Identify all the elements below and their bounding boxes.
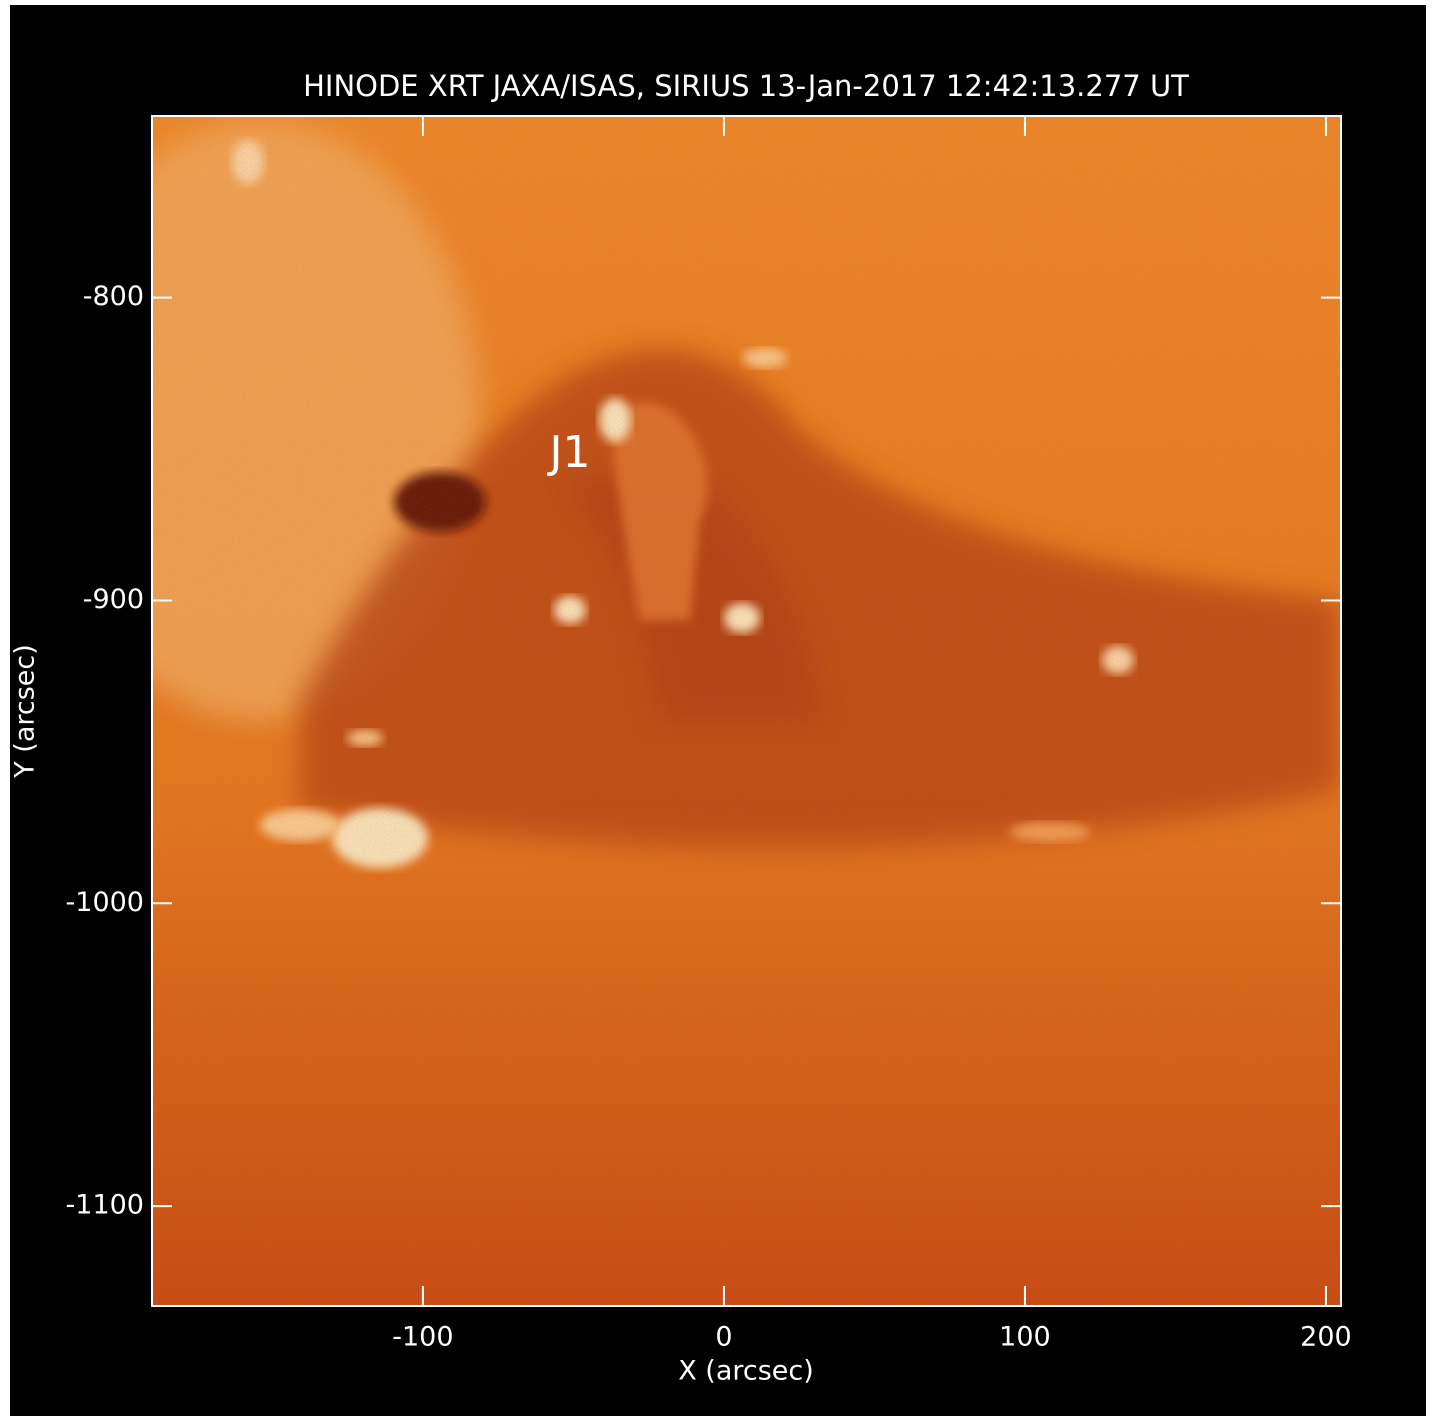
y-axis-label: Y (arcsec) bbox=[10, 644, 41, 779]
y-tick-label: -1000 bbox=[66, 887, 144, 918]
x-axis-label: X (arcsec) bbox=[678, 1356, 814, 1387]
x-tick-label: 200 bbox=[1300, 1322, 1352, 1353]
annotation: J1 bbox=[547, 427, 591, 478]
chart-title: HINODE XRT JAXA/ISAS, SIRIUS 13-Jan-2017… bbox=[303, 69, 1189, 103]
y-tick-label: -800 bbox=[83, 281, 144, 312]
x-tick-label: -100 bbox=[392, 1322, 453, 1353]
x-tick-label: 100 bbox=[999, 1322, 1051, 1353]
y-tick-label: -900 bbox=[83, 584, 144, 615]
x-tick-label: 0 bbox=[715, 1322, 732, 1353]
solar-image bbox=[152, 116, 1341, 1306]
y-tick-label: -1100 bbox=[66, 1190, 144, 1221]
plot-frame bbox=[151, 115, 1342, 1307]
